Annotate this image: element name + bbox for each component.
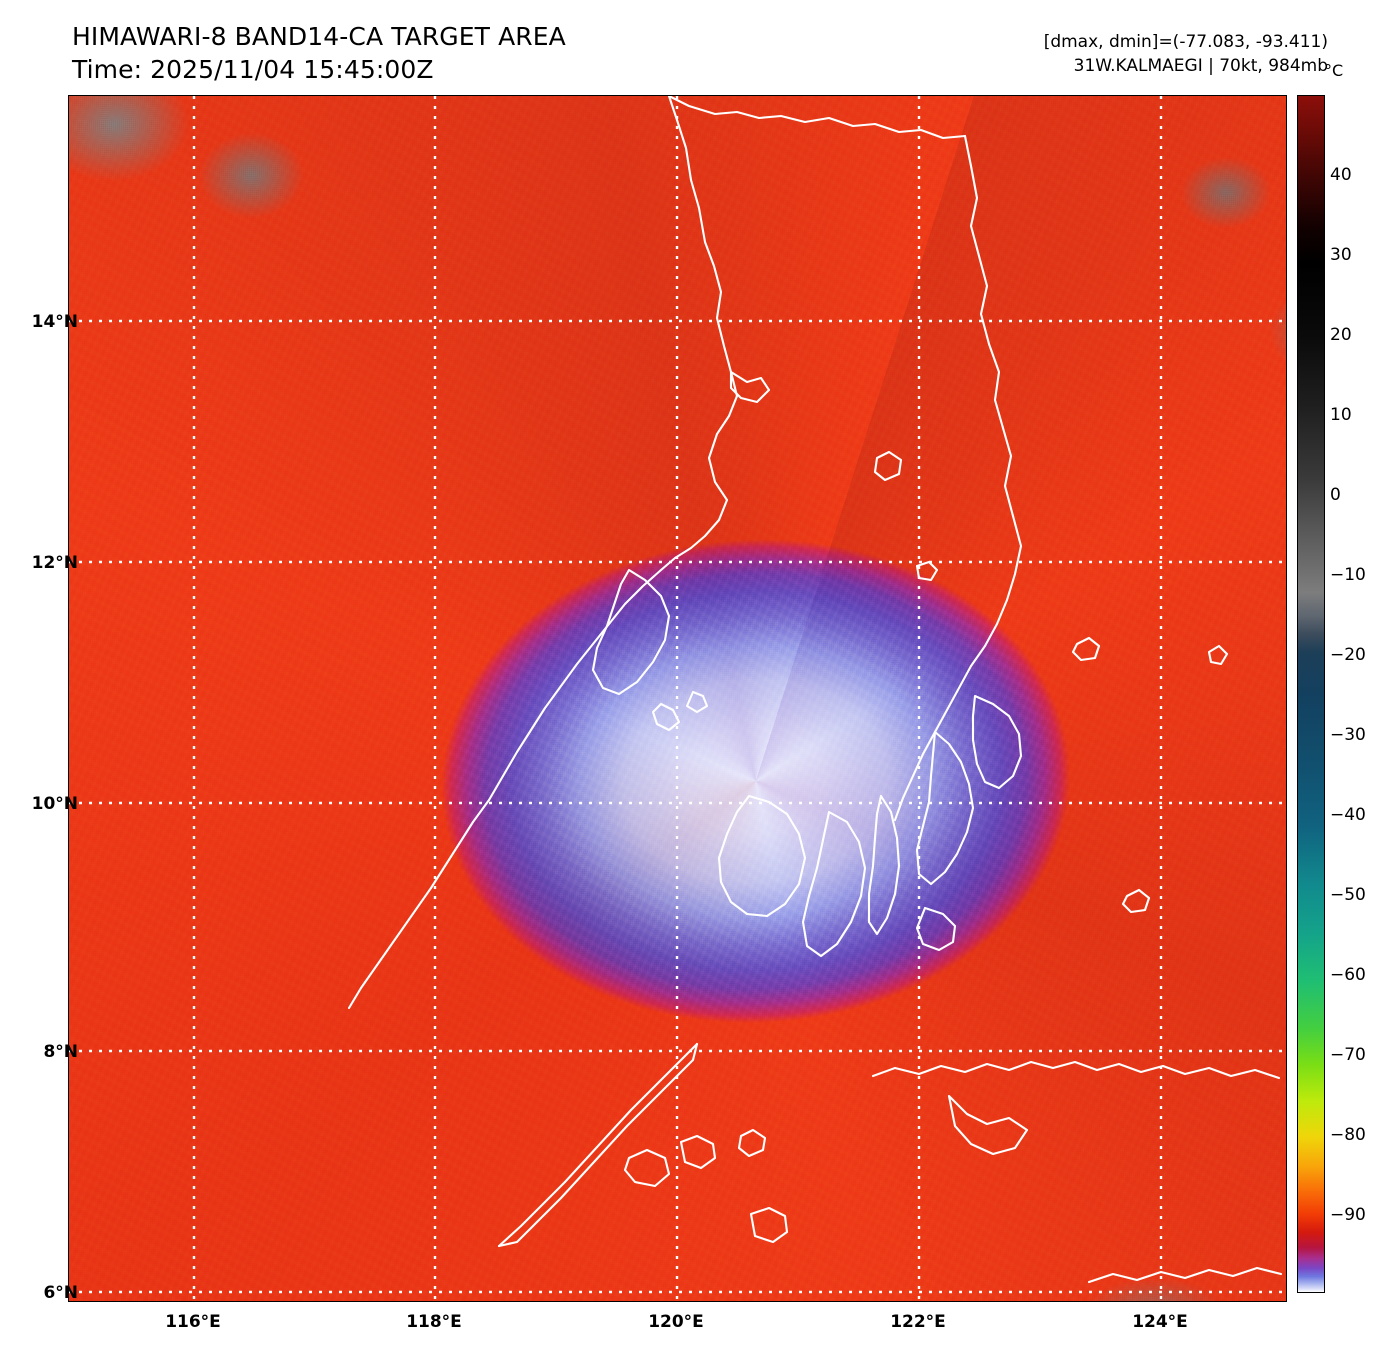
y-tick-label-6N: 6°N [43, 1283, 78, 1303]
colorbar-tick-30: 30 [1330, 245, 1352, 265]
colorbar-tick-m10: −10 [1330, 565, 1366, 585]
colorbar-tick-m70: −70 [1330, 1045, 1366, 1065]
graticule-overlay [69, 96, 1286, 1301]
colorbar-tick-m20: −20 [1330, 645, 1366, 665]
y-tick-label-12N: 12°N [31, 553, 78, 573]
colorbar-unit-label: °C [1324, 61, 1344, 80]
colorbar-tick-10: 10 [1330, 405, 1352, 425]
x-tick-label-120E: 120°E [648, 1312, 704, 1332]
colorbar-tick-40: 40 [1330, 165, 1352, 185]
y-tick-label-14N: 14°N [31, 312, 78, 332]
colorbar-tick-m90: −90 [1330, 1205, 1366, 1225]
plot-inner: Copyright © 2020-2025 Dapiya [69, 96, 1286, 1301]
colorbar-tick-0: 0 [1330, 485, 1341, 505]
colorbar-tick-m40: −40 [1330, 805, 1366, 825]
y-tick-label-10N: 10°N [31, 794, 78, 814]
temperature-colorbar [1297, 95, 1325, 1293]
colorbar-tick-m60: −60 [1330, 965, 1366, 985]
dmax-dmin-label: [dmax, dmin]=(-77.083, -93.411) [1043, 32, 1328, 52]
colorbar-tick-m80: −80 [1330, 1125, 1366, 1145]
x-tick-label-124E: 124°E [1132, 1312, 1188, 1332]
x-tick-label-118E: 118°E [406, 1312, 462, 1332]
y-tick-label-8N: 8°N [43, 1042, 78, 1062]
page-title: HIMAWARI-8 BAND14-CA TARGET AREA Time: 2… [72, 20, 566, 86]
x-tick-label-122E: 122°E [890, 1312, 946, 1332]
title-line-1: HIMAWARI-8 BAND14-CA TARGET AREA [72, 22, 566, 51]
metadata-block: [dmax, dmin]=(-77.083, -93.411) 31W.KALM… [1044, 30, 1328, 78]
satellite-image-plot: Copyright © 2020-2025 Dapiya [68, 95, 1287, 1302]
x-tick-label-116E: 116°E [165, 1312, 221, 1332]
title-line-2: Time: 2025/11/04 15:45:00Z [72, 55, 434, 84]
colorbar-tick-20: 20 [1330, 325, 1352, 345]
colorbar-tick-m30: −30 [1330, 725, 1366, 745]
colorbar-tick-m50: −50 [1330, 885, 1366, 905]
storm-info-label: 31W.KALMAEGI | 70kt, 984mb [1073, 56, 1328, 76]
